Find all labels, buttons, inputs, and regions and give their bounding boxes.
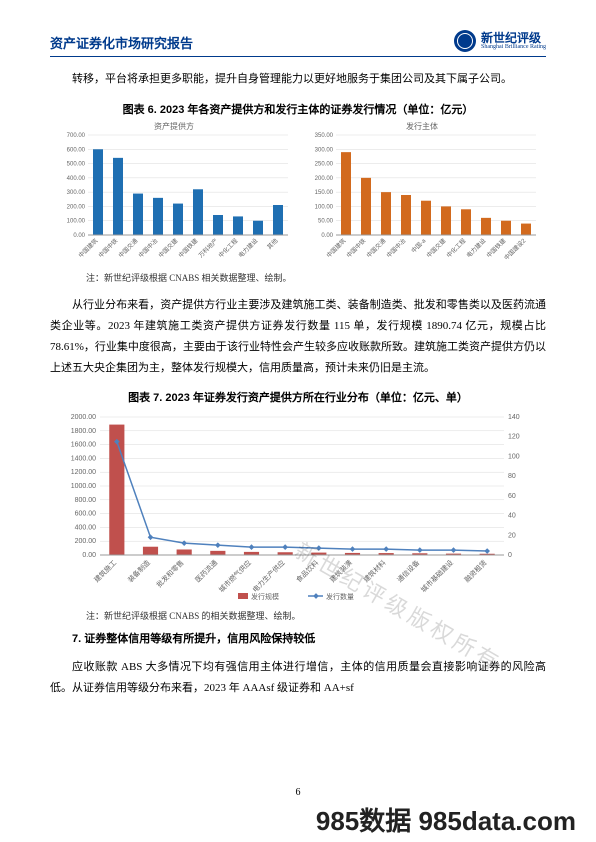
- svg-text:800.00: 800.00: [75, 497, 97, 504]
- brand: 新世纪评级 Shanghai Brilliance Rating: [454, 30, 546, 52]
- svg-text:建筑装潢: 建筑装潢: [328, 559, 354, 585]
- svg-text:资产提供方: 资产提供方: [154, 121, 194, 131]
- svg-text:0.00: 0.00: [321, 233, 333, 239]
- svg-text:中化工程: 中化工程: [217, 237, 240, 260]
- svg-text:中国交建: 中国交建: [425, 237, 448, 260]
- svg-text:200.00: 200.00: [315, 176, 334, 182]
- svg-text:100: 100: [508, 454, 520, 461]
- svg-text:万科地产: 万科地产: [197, 237, 220, 260]
- svg-text:0: 0: [508, 552, 512, 559]
- svg-text:500.00: 500.00: [67, 161, 86, 167]
- svg-text:电力生产供应: 电力生产供应: [251, 559, 287, 595]
- brand-text: 新世纪评级 Shanghai Brilliance Rating: [481, 32, 546, 50]
- svg-text:其他: 其他: [265, 237, 279, 251]
- svg-text:中国交通: 中国交通: [365, 237, 388, 260]
- fig7-note: 注：新世纪评级根据 CNABS 的相关数据整理、绘制。: [86, 609, 546, 622]
- svg-text:中化工程: 中化工程: [445, 237, 468, 260]
- svg-text:医药流通: 医药流通: [193, 559, 219, 585]
- svg-text:中国交建: 中国交建: [157, 237, 180, 260]
- svg-text:城市基础建设: 城市基础建设: [419, 559, 455, 595]
- svg-text:150.00: 150.00: [315, 190, 334, 196]
- svg-text:300.00: 300.00: [315, 147, 334, 153]
- svg-text:400.00: 400.00: [67, 176, 86, 182]
- svg-text:发行主体: 发行主体: [406, 121, 438, 131]
- fig6-charts: 资产提供方 0.00 100.00 200.00 300.00 400.00 500.00 6…: [50, 119, 546, 269]
- svg-text:中国中铁: 中国中铁: [97, 237, 120, 260]
- svg-text:1000.00: 1000.00: [71, 483, 96, 490]
- svg-text:20: 20: [508, 533, 516, 540]
- svg-text:120: 120: [508, 434, 520, 441]
- svg-text:0.00: 0.00: [73, 233, 85, 239]
- svg-text:200.00: 200.00: [67, 204, 86, 210]
- svg-text:1400.00: 1400.00: [71, 456, 96, 463]
- svg-text:100.00: 100.00: [67, 219, 86, 225]
- chart-right: 发行主体 0.00 50.00 100.00 150.00 200.00 250.00 300…: [302, 119, 542, 269]
- svg-text:140: 140: [508, 414, 520, 421]
- svg-text:700.00: 700.00: [67, 133, 86, 139]
- chart-7: 0.00 200.00 400.00 600.00 800.00 1000.00 1200.…: [58, 407, 538, 607]
- svg-text:建筑材料: 建筑材料: [361, 559, 387, 585]
- header-title: 资产证券化市场研究报告: [50, 33, 193, 52]
- svg-text:1200.00: 1200.00: [71, 470, 96, 477]
- footer-watermark: 985数据 985data.com: [316, 801, 576, 838]
- svg-text:食品饮料: 食品饮料: [294, 559, 320, 585]
- paragraph-2: 从行业分布来看，资产提供方行业主要涉及建筑施工类、装备制造类、批发和零售类以及医…: [50, 295, 546, 379]
- svg-text:1800.00: 1800.00: [71, 428, 96, 435]
- svg-text:0.00: 0.00: [82, 552, 96, 559]
- svg-text:350.00: 350.00: [315, 133, 334, 139]
- paragraph-3: 应收账款 ABS 大多情况下均有强信用主体进行增信，主体的信用质量会直接影响证券…: [50, 657, 546, 699]
- svg-text:电力建设: 电力建设: [465, 237, 488, 260]
- svg-text:400.00: 400.00: [75, 525, 97, 532]
- svg-text:城市燃气供应: 城市燃气供应: [217, 559, 253, 595]
- svg-text:中国建筑: 中国建筑: [325, 237, 348, 260]
- svg-text:通信设备: 通信设备: [395, 559, 421, 585]
- brand-cn: 新世纪评级: [481, 32, 546, 44]
- svg-text:中国交通: 中国交通: [117, 237, 140, 260]
- svg-text:中国中冶: 中国中冶: [137, 237, 160, 260]
- svg-text:60: 60: [508, 493, 516, 500]
- svg-text:中国-a: 中国-a: [409, 236, 427, 254]
- svg-text:50.00: 50.00: [318, 219, 334, 225]
- svg-text:发行规模: 发行规模: [251, 592, 279, 601]
- svg-text:100.00: 100.00: [315, 204, 334, 210]
- fig6-note: 注：新世纪评级根据 CNABS 相关数据整理、绘制。: [86, 271, 546, 284]
- svg-text:中国建筑: 中国建筑: [77, 237, 100, 260]
- svg-text:中国铁建: 中国铁建: [177, 237, 200, 260]
- page-number: 6: [0, 787, 596, 798]
- svg-text:中国建设2: 中国建设2: [502, 236, 527, 261]
- svg-text:融资租赁: 融资租赁: [462, 559, 488, 585]
- paragraph-1: 转移，平台将承担更多职能，提升自身管理能力以更好地服务于集团公司及其下属子公司。: [50, 69, 546, 90]
- brand-en: Shanghai Brilliance Rating: [481, 44, 546, 50]
- svg-text:批发和零售: 批发和零售: [154, 559, 185, 590]
- svg-text:装备制造: 装备制造: [126, 559, 152, 585]
- fig6-title: 图表 6. 2023 年各资产提供方和发行主体的证券发行情况（单位：亿元）: [50, 101, 546, 117]
- chart-left: 资产提供方 0.00 100.00 200.00 300.00 400.00 500.00 6…: [54, 119, 294, 269]
- svg-text:建筑施工: 建筑施工: [92, 559, 118, 585]
- page: 资产证券化市场研究报告 新世纪评级 Shanghai Brilliance Ra…: [0, 0, 596, 842]
- fig7-title: 图表 7. 2023 年证券发行资产提供方所在行业分布（单位：亿元、单）: [50, 389, 546, 405]
- svg-text:200.00: 200.00: [75, 539, 97, 546]
- svg-text:中国中铁: 中国中铁: [345, 237, 368, 260]
- svg-text:1600.00: 1600.00: [71, 442, 96, 449]
- svg-text:40: 40: [508, 513, 516, 520]
- svg-text:600.00: 600.00: [67, 147, 86, 153]
- page-header: 资产证券化市场研究报告 新世纪评级 Shanghai Brilliance Ra…: [50, 30, 546, 57]
- svg-text:电力建设: 电力建设: [237, 237, 260, 260]
- brand-logo-icon: [454, 30, 476, 52]
- svg-text:2000.00: 2000.00: [71, 414, 96, 421]
- svg-text:中国中冶: 中国中冶: [385, 237, 408, 260]
- svg-text:300.00: 300.00: [67, 190, 86, 196]
- svg-text:250.00: 250.00: [315, 161, 334, 167]
- svg-text:发行数量: 发行数量: [326, 592, 354, 601]
- svg-text:80: 80: [508, 474, 516, 481]
- svg-text:600.00: 600.00: [75, 511, 97, 518]
- section-7-title: 7. 证券整体信用等级有所提升，信用风险保持较低: [50, 630, 546, 646]
